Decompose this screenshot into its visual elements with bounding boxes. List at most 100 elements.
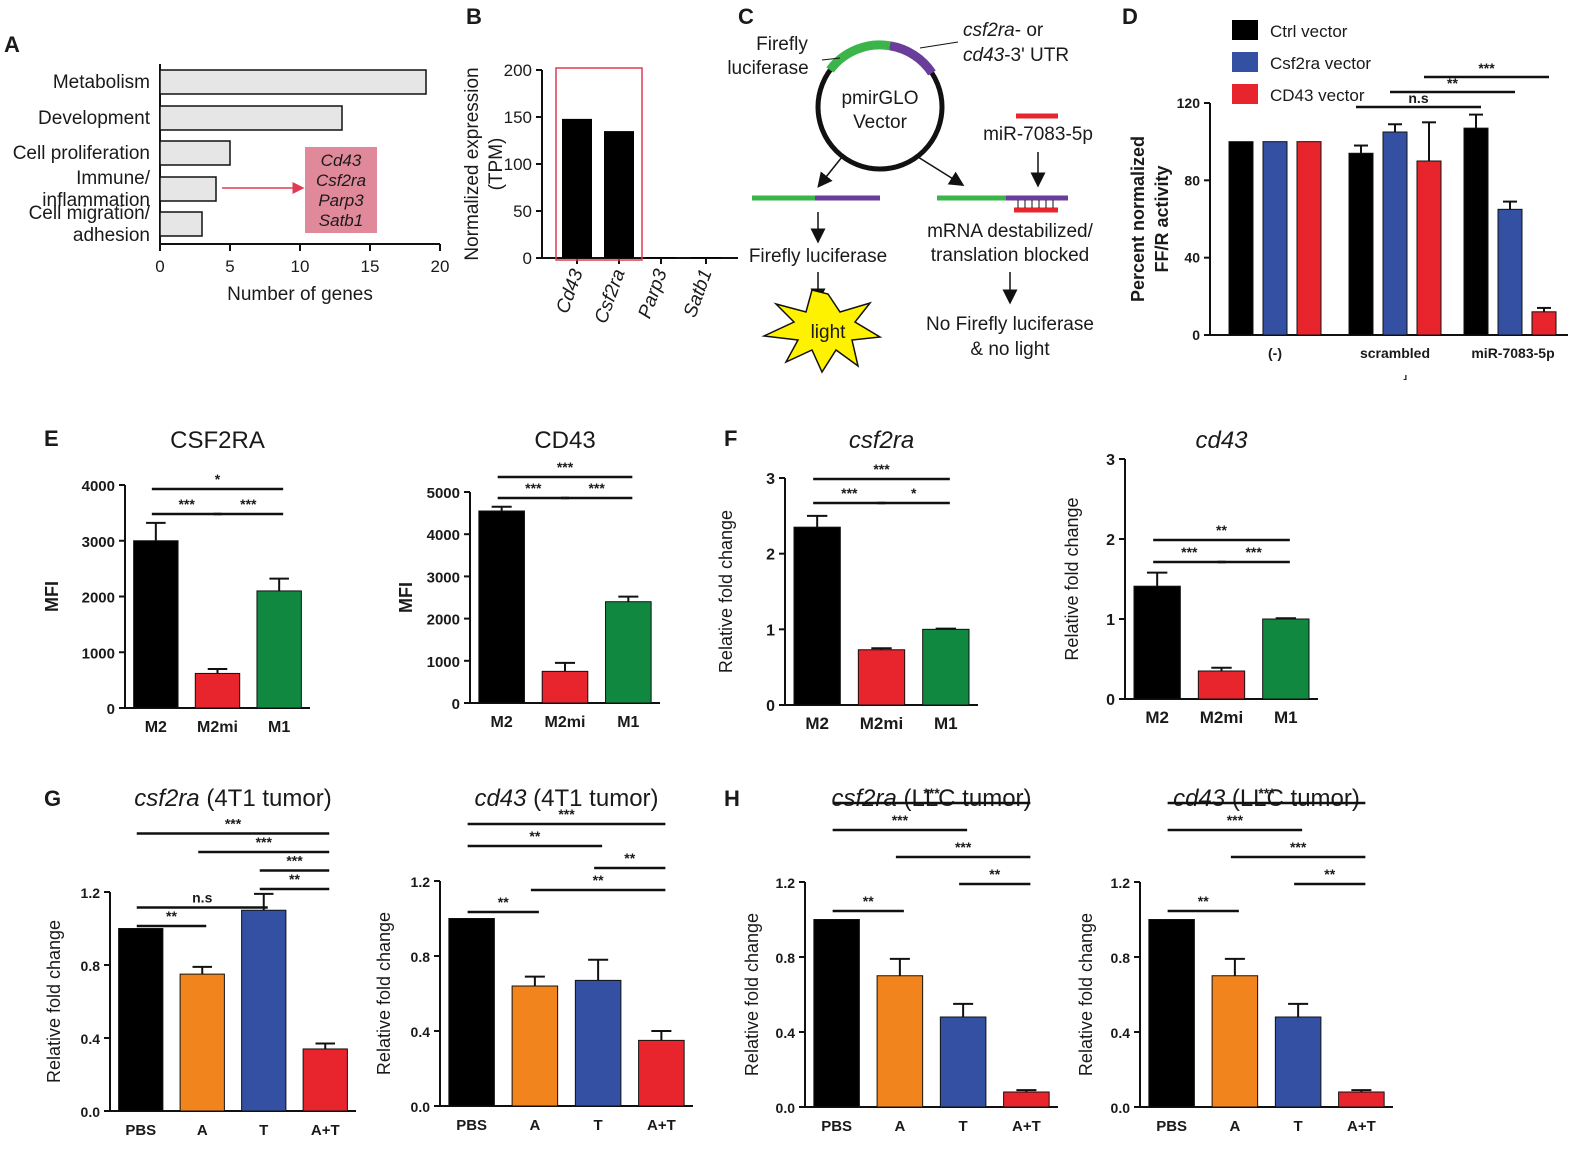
bar bbox=[1382, 131, 1408, 336]
bar bbox=[448, 918, 495, 1107]
bar bbox=[194, 672, 241, 709]
chart-title-main: csf2ra bbox=[134, 785, 199, 812]
panel-label-b: B bbox=[466, 4, 482, 29]
bar bbox=[604, 131, 634, 258]
y-axis-label: Relative fold change bbox=[44, 920, 64, 1083]
bar bbox=[1463, 127, 1489, 336]
y-tick-label: 3 bbox=[766, 471, 775, 488]
y-axis-label-2: (TPM) bbox=[486, 138, 507, 191]
bar bbox=[939, 1016, 987, 1108]
chart-title: CD43 bbox=[534, 427, 595, 454]
highlight-box bbox=[555, 67, 643, 261]
x-tick-label: M2mi bbox=[860, 714, 903, 733]
significance-label: ** bbox=[989, 866, 1000, 882]
x-tick-label: M1 bbox=[617, 714, 639, 731]
significance-label: *** bbox=[558, 806, 575, 822]
annotation-gene: Parp3 bbox=[318, 191, 364, 210]
bar bbox=[1003, 1091, 1050, 1108]
chart-title-main: CSF2RA bbox=[170, 427, 265, 454]
significance-label: *** bbox=[923, 785, 940, 801]
y-tick-label: 0 bbox=[766, 698, 775, 715]
y-tick-label: 3000 bbox=[82, 534, 115, 551]
category-label: Metabolism bbox=[53, 72, 150, 93]
bar bbox=[1274, 1016, 1322, 1108]
bar bbox=[574, 979, 622, 1107]
group-label: scrambled bbox=[1360, 345, 1430, 361]
x-tick-label: T bbox=[959, 1118, 968, 1135]
vector-label-1: pmirGLO bbox=[841, 88, 918, 109]
significance-label: n.s bbox=[192, 890, 212, 906]
significance-label: *** bbox=[240, 496, 257, 512]
y-axis-label: Relative fold change bbox=[716, 510, 736, 673]
bar bbox=[159, 176, 217, 202]
category-label: inflammation bbox=[42, 190, 150, 211]
bar bbox=[1338, 1091, 1385, 1108]
left-branch-arrow bbox=[817, 156, 843, 188]
firefly-segment bbox=[826, 40, 891, 73]
bar bbox=[159, 211, 203, 237]
category-label: Cell proliferation bbox=[13, 143, 150, 164]
significance-label: ** bbox=[1447, 75, 1458, 91]
y-axis-label-2: FF/R activity bbox=[1152, 165, 1172, 272]
chart-title: csf2ra (LLC tumor) bbox=[831, 785, 1031, 812]
y-tick-label: 0.4 bbox=[1111, 1025, 1131, 1041]
x-tick-label: M1 bbox=[268, 719, 290, 736]
y-tick-label: 1.2 bbox=[776, 875, 796, 891]
annotation-gene: Csf2ra bbox=[316, 171, 366, 190]
y-tick-label: 150 bbox=[504, 108, 532, 127]
bar bbox=[179, 973, 225, 1112]
significance-label: *** bbox=[525, 480, 542, 496]
chart-title-suffix: (LLC tumor) bbox=[897, 785, 1032, 812]
x-tick-label: PBS bbox=[1156, 1118, 1187, 1135]
annotation-gene: Cd43 bbox=[321, 151, 362, 170]
y-tick-label: 200 bbox=[504, 61, 532, 80]
y-tick-label: 0.4 bbox=[776, 1025, 796, 1041]
y-tick-label: 120 bbox=[1177, 95, 1201, 111]
y-tick-label: 0 bbox=[523, 249, 532, 268]
panel-label-g: G bbox=[44, 786, 61, 811]
x-tick-label: A+T bbox=[647, 1117, 676, 1134]
significance-label: ** bbox=[593, 872, 604, 888]
x-tick-label: 0 bbox=[155, 257, 164, 276]
x-tick-label: 15 bbox=[361, 257, 380, 276]
bar bbox=[478, 510, 525, 704]
y-axis-label-1: Normalized expression bbox=[462, 67, 483, 260]
x-tick-label: M2mi bbox=[197, 719, 238, 736]
group-label: miR-7083-5p bbox=[1471, 345, 1554, 361]
x-tick-label: T bbox=[259, 1122, 268, 1139]
significance-label: *** bbox=[256, 834, 273, 850]
legend-swatch bbox=[1232, 52, 1258, 72]
x-tick-label: Cd43 bbox=[552, 266, 587, 316]
chart-title-suffix: (LLC tumor) bbox=[1225, 785, 1360, 812]
bar bbox=[922, 628, 970, 706]
bar bbox=[857, 649, 906, 706]
bar bbox=[1148, 919, 1195, 1108]
y-axis-label-1: Percent normalized bbox=[1128, 136, 1148, 302]
bar bbox=[159, 69, 427, 95]
x-tick-label: M1 bbox=[1274, 708, 1298, 727]
y-tick-label: 4000 bbox=[82, 478, 115, 495]
significance-label: *** bbox=[873, 461, 890, 477]
group-label: (-) bbox=[1268, 345, 1282, 361]
y-tick-label: 1.2 bbox=[1111, 875, 1131, 891]
chart-h-csf2ra-llc: 0.0 0.4 0.8 1.2 PBS A T A+T Relative fold change… bbox=[742, 785, 1058, 1135]
significance-label: *** bbox=[1290, 839, 1307, 855]
y-tick-label: 1.2 bbox=[81, 885, 101, 901]
bar bbox=[1262, 141, 1288, 336]
x-tick-label: M2mi bbox=[545, 714, 586, 731]
y-tick-label: 1.2 bbox=[411, 874, 431, 890]
y-tick-label: 2000 bbox=[82, 590, 115, 607]
bar bbox=[159, 140, 231, 166]
significance-label: *** bbox=[557, 459, 574, 475]
chart-g-cd43-4t1: 0.0 0.4 0.8 1.2 PBS A T A+T Relative fold change… bbox=[374, 785, 693, 1134]
significance-label: *** bbox=[1478, 60, 1495, 76]
significance-label: *** bbox=[178, 496, 195, 512]
bar bbox=[118, 928, 164, 1112]
x-tick-label: M1 bbox=[934, 714, 958, 733]
x-tick-label: 5 bbox=[225, 257, 234, 276]
bar bbox=[1497, 208, 1523, 336]
chart-title: CSF2RA bbox=[170, 427, 265, 454]
y-tick-label: 0.8 bbox=[1111, 950, 1131, 966]
